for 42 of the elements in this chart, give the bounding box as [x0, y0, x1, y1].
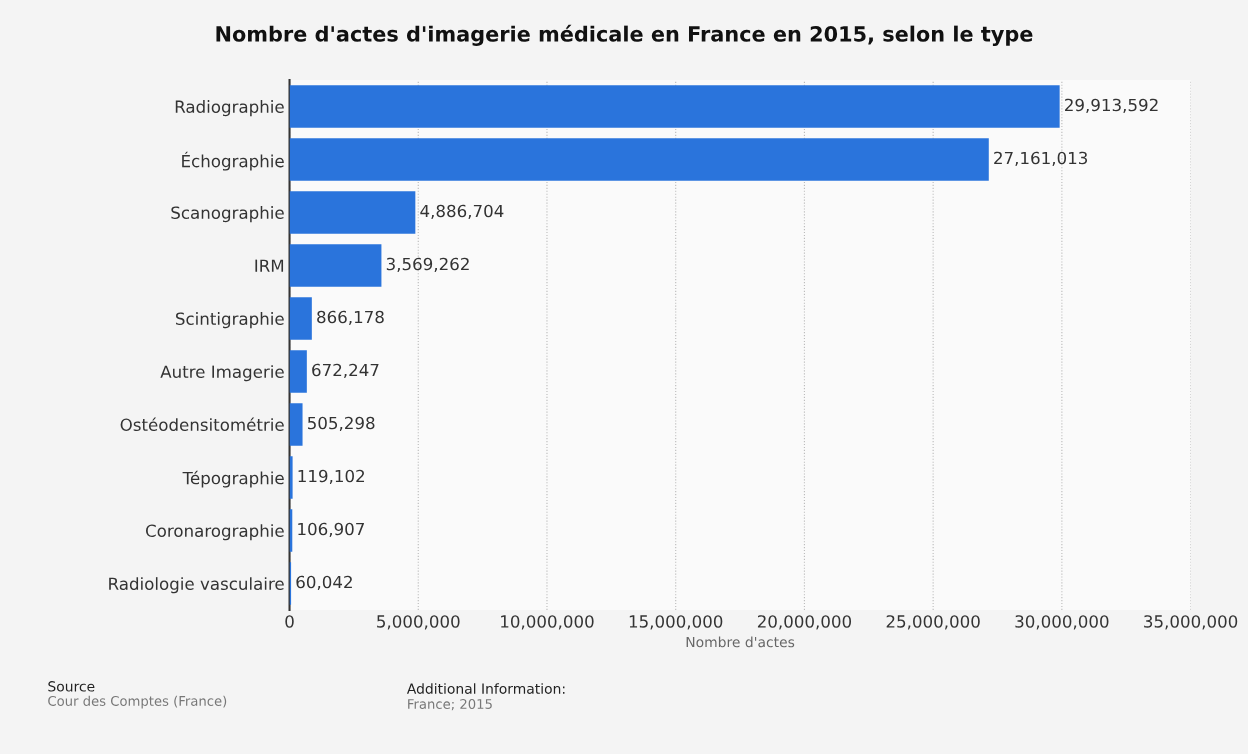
y-tick-label: Échographie [182, 151, 284, 171]
data-label: 119,102 [298, 469, 365, 485]
y-tick-label: Tépographie [182, 470, 284, 488]
x-tick-label: 30,000,000 [1015, 615, 1109, 630]
x-tick-label: 0 [285, 615, 294, 628]
data-label: 27,161,013 [994, 151, 1088, 166]
x-axis-title: Nombre d'actes [686, 636, 795, 648]
bar [289, 403, 303, 446]
data-label: 3,569,262 [386, 257, 469, 272]
bar [289, 350, 307, 393]
y-tick-label: Autre Imagerie [160, 365, 284, 382]
data-label: 60,042 [296, 575, 352, 591]
y-tick-label: Radiographie [175, 100, 284, 117]
text: Source [48, 681, 95, 692]
data-label: 866,178 [317, 310, 384, 325]
data-label: 4,886,704 [420, 204, 504, 219]
data-label: 29,913,592 [1065, 98, 1158, 113]
x-tick-label: 20,000,000 [757, 615, 852, 630]
bar [289, 191, 416, 234]
bar [289, 244, 382, 287]
x-tick-label: 10,000,000 [501, 615, 594, 630]
x-tick-label: 25,000,000 [886, 615, 980, 630]
bar [289, 297, 312, 340]
chart-title: Nombre d'actes d'imagerie médicale en France en 2015, selon le type [216, 24, 1033, 46]
x-tick-label: 5,000,000 [377, 615, 460, 630]
bar [289, 456, 293, 499]
y-tick-label: Coronarographie [145, 524, 284, 541]
y-tick-label: IRM [255, 259, 284, 272]
x-tick-label: 15,000,000 [629, 615, 723, 630]
data-label: 505,298 [308, 416, 375, 431]
text: Cour des Comptes (France) [48, 695, 227, 709]
data-label: 672,247 [312, 363, 379, 378]
x-tick-label: 35,000,000 [1144, 615, 1238, 630]
text: Additional Information: [406, 683, 565, 694]
text: France; 2015 [408, 698, 492, 711]
y-tick-label: Radiologie vasculaire [109, 577, 284, 594]
y-tick-label: Scanographie [171, 206, 284, 223]
bar [289, 85, 1060, 128]
y-tick-label: Scintigraphie [176, 312, 284, 329]
y-tick-label: Ostéodensitométrie [120, 417, 284, 432]
bar [289, 138, 989, 181]
data-label: 106,907 [298, 522, 364, 538]
